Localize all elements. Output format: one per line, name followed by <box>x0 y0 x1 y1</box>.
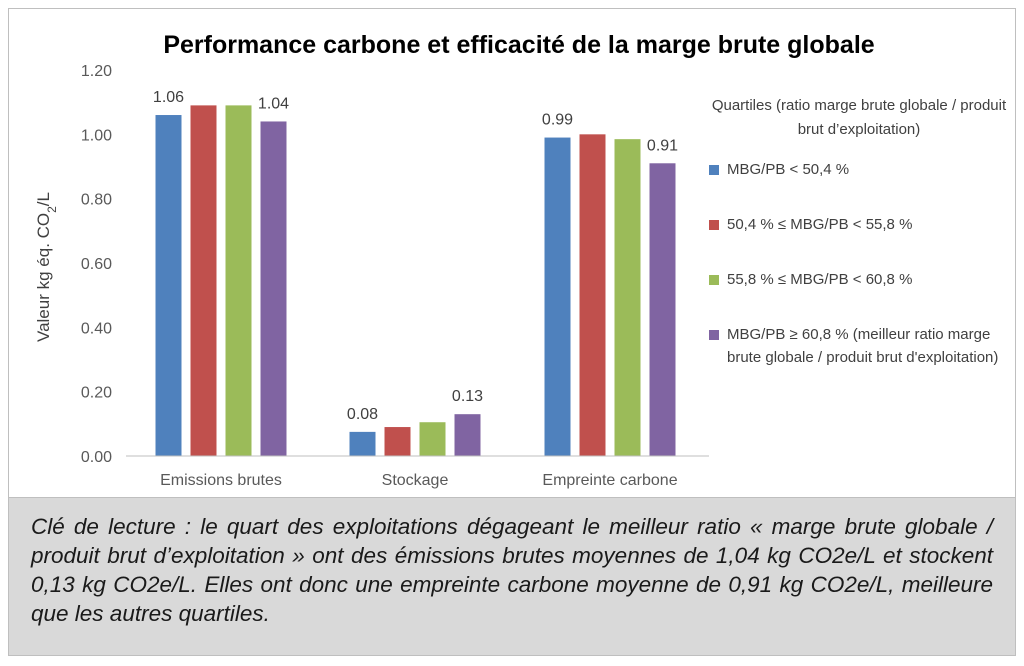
y-axis-label: Valeur kg éq. CO2/L <box>34 192 59 342</box>
legend-swatch-q1 <box>709 165 719 175</box>
y-tick-label: 0.40 <box>81 320 112 337</box>
x-category-label: Empreinte carbone <box>542 472 677 489</box>
bars <box>155 105 676 457</box>
data-label: 0.91 <box>647 137 678 154</box>
legend-label-q4: MBG/PB ≥ 60,8 % (meilleur ratio marge br… <box>727 326 999 366</box>
bar <box>349 431 376 456</box>
bar <box>579 134 606 456</box>
data-label: 0.13 <box>452 388 483 405</box>
legend-title: Quartiles (ratio marge brute globale / p… <box>711 97 1007 138</box>
bar <box>544 137 571 457</box>
y-tick-label: 0.20 <box>81 385 112 402</box>
caption-box: Clé de lecture : le quart des exploitati… <box>9 497 1015 655</box>
data-label: 0.08 <box>347 406 378 423</box>
legend-label-q3: 55,8 % ≤ MBG/PB < 60,8 % <box>727 271 913 288</box>
legend-swatch-q3 <box>709 275 719 285</box>
bar <box>384 427 411 456</box>
legend-item-q1: MBG/PB < 50,4 % <box>709 158 1009 181</box>
bar <box>649 163 676 457</box>
data-label: 0.99 <box>542 112 573 129</box>
bar-chart: Performance carbone et efficacité de la … <box>34 31 875 489</box>
y-tick-label: 1.20 <box>81 63 112 80</box>
legend: Quartiles (ratio marge brute globale / p… <box>709 94 1009 401</box>
y-axis-ticks: 0.00 0.20 0.40 0.60 0.80 1.00 1.20 <box>81 63 112 466</box>
legend-item-q3: 55,8 % ≤ MBG/PB < 60,8 % <box>709 268 1009 291</box>
bar <box>419 422 446 456</box>
y-tick-label: 0.60 <box>81 256 112 273</box>
x-axis-categories: Emissions brutes Stockage Empreinte carbon… <box>160 472 678 489</box>
chart-title: Performance carbone et efficacité de la … <box>163 31 874 59</box>
y-tick-label: 0.00 <box>81 449 112 466</box>
reading-key-caption: Clé de lecture : le quart des exploitati… <box>31 514 993 626</box>
legend-swatch-q4 <box>709 330 719 340</box>
data-label: 1.06 <box>153 89 184 106</box>
bar <box>225 105 252 456</box>
bar <box>155 115 182 457</box>
y-tick-label: 1.00 <box>81 127 112 144</box>
legend-item-q4: MBG/PB ≥ 60,8 % (meilleur ratio marge br… <box>709 323 1009 369</box>
bar <box>454 414 481 456</box>
legend-item-q2: 50,4 % ≤ MBG/PB < 55,8 % <box>709 213 1009 236</box>
figure: Performance carbone et efficacité de la … <box>8 8 1016 656</box>
y-tick-label: 0.80 <box>81 192 112 209</box>
x-category-label: Emissions brutes <box>160 472 282 489</box>
data-label: 1.04 <box>258 95 289 112</box>
bar <box>614 139 641 457</box>
x-category-label: Stockage <box>382 472 449 489</box>
chart-area: Performance carbone et efficacité de la … <box>9 9 1015 497</box>
bar <box>260 121 287 456</box>
bar <box>190 105 217 456</box>
legend-swatch-q2 <box>709 220 719 230</box>
legend-label-q1: MBG/PB < 50,4 % <box>727 161 850 178</box>
data-labels: 1.06 1.04 0.08 0.13 0.99 0.91 <box>153 89 678 423</box>
legend-label-q2: 50,4 % ≤ MBG/PB < 55,8 % <box>727 216 913 233</box>
